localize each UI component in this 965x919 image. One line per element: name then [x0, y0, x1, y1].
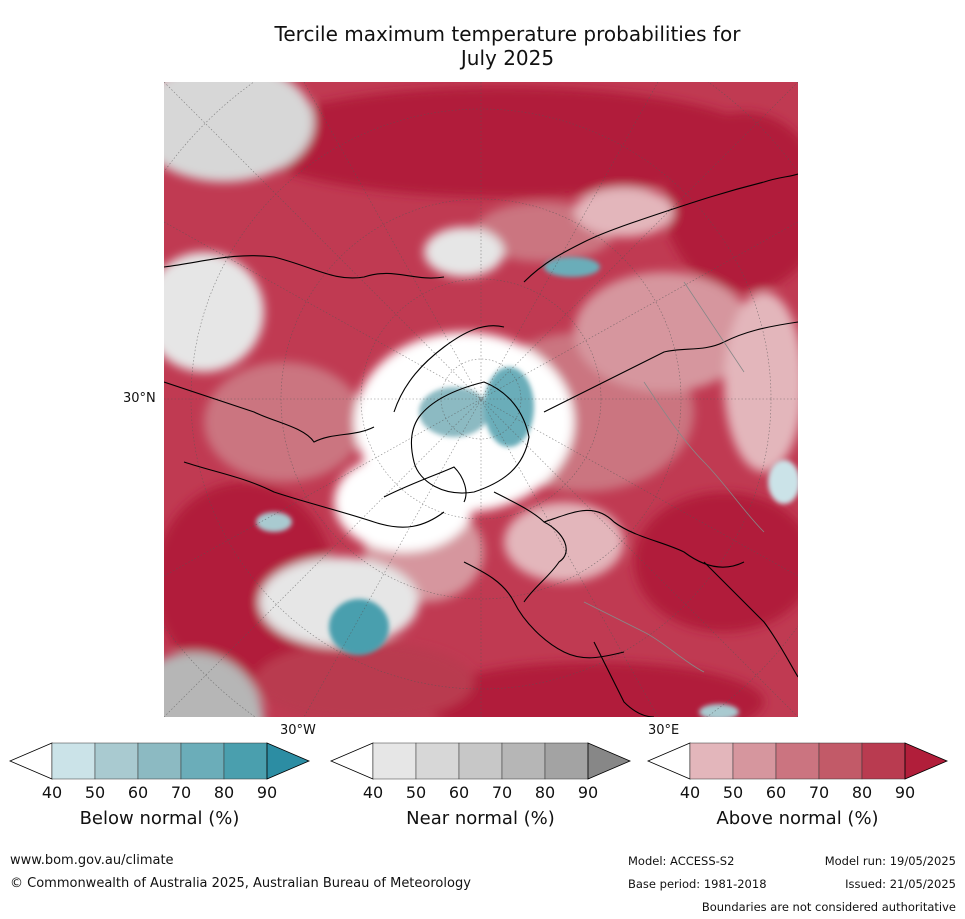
graticule — [164, 82, 798, 717]
lat-label-30n: 30°N — [123, 391, 156, 406]
above-normal-tick-50: 50 — [722, 783, 744, 802]
below-normal-patches — [256, 257, 798, 717]
below-normal-tick-50: 50 — [84, 783, 106, 802]
below-normal-low-extend — [8, 742, 53, 780]
above-normal-swatch-4 — [818, 742, 863, 780]
below-normal-tick-90: 90 — [256, 783, 278, 802]
near-normal-swatch-4 — [501, 742, 546, 780]
near-normal-swatch-1 — [372, 742, 417, 780]
disclaimer-text: Boundaries are not considered authoritat… — [701, 900, 956, 914]
above-normal-colorbar — [646, 742, 949, 780]
below-normal-tick-80: 80 — [213, 783, 235, 802]
below-normal-swatch-1 — [51, 742, 96, 780]
above-normal-swatch-2 — [732, 742, 777, 780]
below-normal-colorbar-title: Below normal (%) — [79, 808, 240, 829]
probability-map[interactable] — [164, 82, 798, 717]
above-normal-high-extend — [904, 742, 949, 780]
near-normal-colorbar-title: Near normal (%) — [406, 808, 555, 829]
lon-label-30w: 30°W — [280, 723, 316, 738]
above-normal-tick-90: 90 — [894, 783, 916, 802]
near-normal-swatch-2 — [415, 742, 460, 780]
below-normal-swatch-4 — [180, 742, 225, 780]
below-normal-high-extend — [266, 742, 311, 780]
chart-title: Tercile maximum temperature probabilitie… — [150, 22, 865, 70]
near-normal-tick-50: 50 — [405, 783, 427, 802]
above-normal-low-extend — [646, 742, 691, 780]
model-run-label: Model run: 19/05/2025 — [824, 854, 956, 868]
near-normal-colorbar — [329, 742, 632, 780]
below-normal-tick-60: 60 — [127, 783, 149, 802]
borders — [583, 281, 765, 673]
above-normal-swatch-5 — [861, 742, 906, 780]
above-normal-swatch-3 — [775, 742, 820, 780]
near-normal-swatch-5 — [544, 742, 589, 780]
below-normal-swatch-3 — [137, 742, 182, 780]
probability-shading — [164, 82, 798, 717]
below-normal-tick-40: 40 — [41, 783, 63, 802]
lon-label-30e: 30°E — [648, 723, 680, 738]
issued-label: Issued: 21/05/2025 — [845, 877, 956, 891]
above-normal-tick-70: 70 — [808, 783, 830, 802]
near-normal-tick-80: 80 — [534, 783, 556, 802]
above-normal-colorbar-title: Above normal (%) — [716, 808, 879, 829]
base-period-label: Base period: 1981-2018 — [628, 877, 767, 891]
near-normal-tick-90: 90 — [577, 783, 599, 802]
near-normal-low-extend — [329, 742, 374, 780]
above-normal-tick-60: 60 — [765, 783, 787, 802]
title-line-2: July 2025 — [460, 46, 555, 70]
map-canvas — [164, 82, 798, 717]
above-normal-tick-80: 80 — [851, 783, 873, 802]
near-normal-high-extend — [587, 742, 632, 780]
below-normal-colorbar — [8, 742, 311, 780]
model-label: Model: ACCESS-S2 — [628, 854, 735, 868]
near-normal-tick-70: 70 — [491, 783, 513, 802]
copyright-text: © Commonwealth of Australia 2025, Austra… — [10, 876, 471, 891]
near-normal-swatch-3 — [458, 742, 503, 780]
below-normal-swatch-5 — [223, 742, 268, 780]
above-normal-swatch-1 — [689, 742, 734, 780]
title-line-1: Tercile maximum temperature probabilitie… — [274, 22, 741, 46]
website-link[interactable]: www.bom.gov.au/climate — [10, 853, 174, 868]
near-normal-tick-40: 40 — [362, 783, 384, 802]
below-normal-swatch-2 — [94, 742, 139, 780]
below-normal-tick-70: 70 — [170, 783, 192, 802]
coastlines — [164, 173, 798, 717]
near-normal-tick-60: 60 — [448, 783, 470, 802]
above-normal-tick-40: 40 — [679, 783, 701, 802]
